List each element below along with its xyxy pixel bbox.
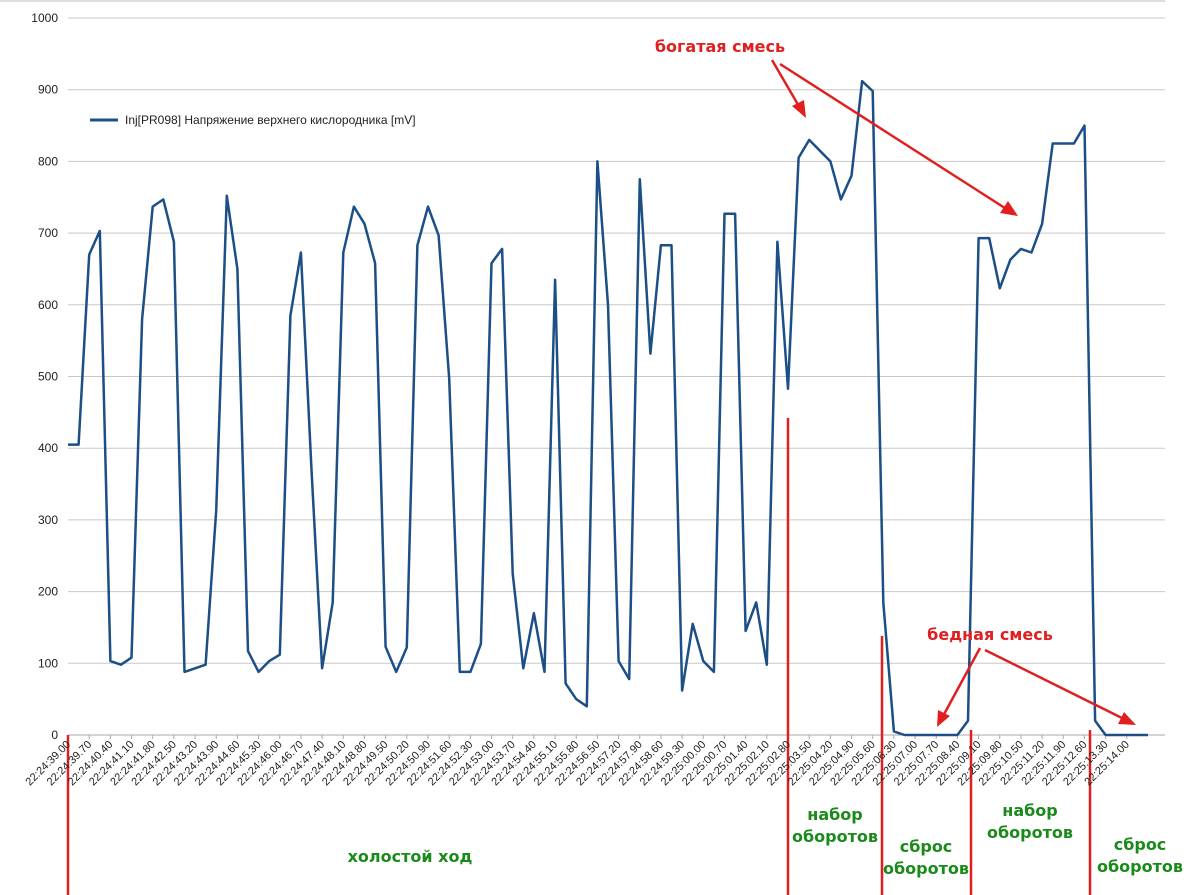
annotation: набор оборотов: [987, 801, 1073, 842]
annotation: набор оборотов: [792, 805, 878, 846]
annotation-lines: [66, 59, 1127, 895]
y-tick-label: 700: [38, 226, 58, 240]
y-tick-label: 500: [38, 370, 58, 384]
data-line: [68, 79, 1148, 737]
annotation: холостой ход: [347, 847, 473, 866]
y-tick-label: 400: [38, 441, 58, 455]
annotation: сброс оборотов: [1097, 835, 1183, 876]
arrow-heads: [792, 100, 1136, 727]
y-tick-label: 1000: [31, 11, 58, 25]
y-tick-label: 600: [38, 298, 58, 312]
y-tick-label: 100: [38, 656, 58, 670]
y-tick-label: 200: [38, 585, 58, 599]
y-tick-label: 0: [51, 728, 58, 742]
y-tick-label: 300: [38, 513, 58, 527]
legend-label: Inj[PR098] Напряжение верхнего кислородн…: [125, 113, 416, 127]
y-tick-label: 900: [38, 83, 58, 97]
y-tick-label: 800: [38, 154, 58, 168]
annotation: сброс оборотов: [883, 837, 969, 878]
annotation: богатая смесь: [654, 37, 786, 56]
annotation: бедная смесь: [927, 625, 1053, 644]
